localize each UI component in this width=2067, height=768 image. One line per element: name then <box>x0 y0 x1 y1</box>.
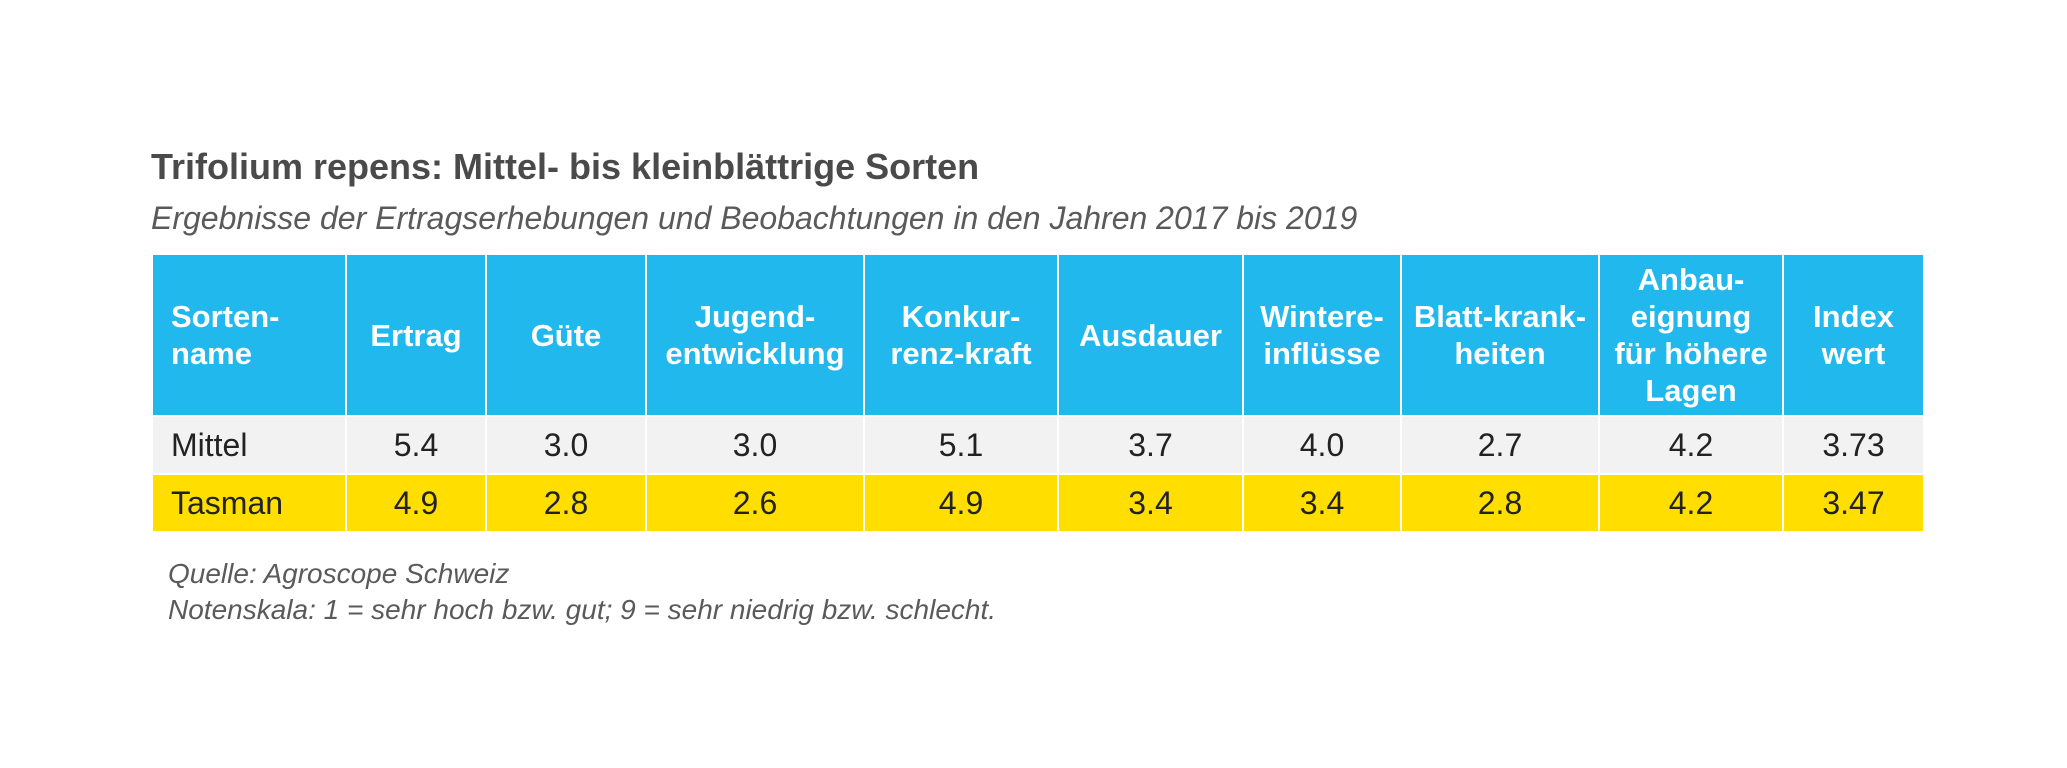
cell-wintereinfluesse: 3.4 <box>1242 473 1402 533</box>
column-header-sortenname: Sorten- name <box>151 253 347 417</box>
results-table: Sorten- name Ertrag Güte Jugend- entwick… <box>151 253 1925 533</box>
header-line: entwicklung <box>665 336 845 371</box>
cell-ausdauer: 3.4 <box>1057 473 1244 533</box>
column-header-guete: Güte <box>485 253 647 417</box>
header-line: Güte <box>530 317 602 353</box>
cell-ertrag: 5.4 <box>345 415 487 475</box>
table-row-tasman: Tasman 4.9 2.8 2.6 4.9 3.4 3.4 2.8 4.2 3… <box>151 473 1925 533</box>
cell-indexwert: 3.73 <box>1782 415 1925 475</box>
cell-ertrag: 4.9 <box>345 473 487 533</box>
header-line: Jugend- <box>694 299 816 334</box>
cell-anbaueignung: 4.2 <box>1598 415 1784 475</box>
cell-jugendentwicklung: 3.0 <box>645 415 865 475</box>
header-line: Ertrag <box>370 317 462 353</box>
cell-konkurrenzkraft: 4.9 <box>863 473 1059 533</box>
header-line: Konkur- <box>901 299 1021 334</box>
header-line: Wintere- <box>1260 299 1384 334</box>
cell-sortenname: Mittel <box>151 415 347 475</box>
scale-note: Notenskala: 1 = sehr hoch bzw. gut; 9 = … <box>168 594 997 625</box>
column-header-konkurrenzkraft: Konkur- renz-kraft <box>863 253 1059 417</box>
header-line: Anbau- <box>1637 262 1745 297</box>
cell-wintereinfluesse: 4.0 <box>1242 415 1402 475</box>
cell-ausdauer: 3.7 <box>1057 415 1244 475</box>
header-line: wert <box>1821 336 1886 371</box>
column-header-ausdauer: Ausdauer <box>1057 253 1244 417</box>
column-header-wintereinfluesse: Wintere- inflüsse <box>1242 253 1402 417</box>
table-header-row: Sorten- name Ertrag Güte Jugend- entwick… <box>151 253 1925 417</box>
cell-blattkrankheiten: 2.8 <box>1400 473 1600 533</box>
header-line: renz-kraft <box>890 336 1032 371</box>
header-line: eignung <box>1630 299 1752 334</box>
cell-anbaueignung: 4.2 <box>1598 473 1784 533</box>
header-line: für höhere <box>1614 336 1768 371</box>
header-line: Index <box>1813 299 1894 334</box>
cell-blattkrankheiten: 2.7 <box>1400 415 1600 475</box>
header-line: Ausdauer <box>1079 317 1222 353</box>
table-row-mittel: Mittel 5.4 3.0 3.0 5.1 3.7 4.0 2.7 4.2 3… <box>151 415 1925 475</box>
cell-konkurrenzkraft: 5.1 <box>863 415 1059 475</box>
column-header-jugendentwicklung: Jugend- entwicklung <box>645 253 865 417</box>
column-header-indexwert: Index wert <box>1782 253 1925 417</box>
column-header-blattkrankheiten: Blatt-krank- heiten <box>1400 253 1600 417</box>
cell-guete: 3.0 <box>485 415 647 475</box>
source-note: Quelle: Agroscope Schweiz <box>168 558 510 589</box>
page-subtitle: Ergebnisse der Ertragserhebungen und Beo… <box>151 200 1358 236</box>
header-line: Blatt-krank- <box>1413 299 1587 334</box>
cell-sortenname: Tasman <box>151 473 347 533</box>
footnotes: Quelle: Agroscope Schweiz Notenskala: 1 … <box>168 556 996 628</box>
header-line: name <box>171 336 252 371</box>
header-line: inflüsse <box>1263 336 1381 371</box>
page-title: Trifolium repens: Mittel- bis kleinblätt… <box>151 146 980 187</box>
cell-indexwert: 3.47 <box>1782 473 1925 533</box>
column-header-ertrag: Ertrag <box>345 253 487 417</box>
header-line: heiten <box>1454 336 1546 371</box>
column-header-anbaueignung: Anbau- eignung für höhere Lagen <box>1598 253 1784 417</box>
cell-guete: 2.8 <box>485 473 647 533</box>
header-line: Lagen <box>1645 373 1737 408</box>
cell-jugendentwicklung: 2.6 <box>645 473 865 533</box>
header-line: Sorten- <box>171 299 280 334</box>
